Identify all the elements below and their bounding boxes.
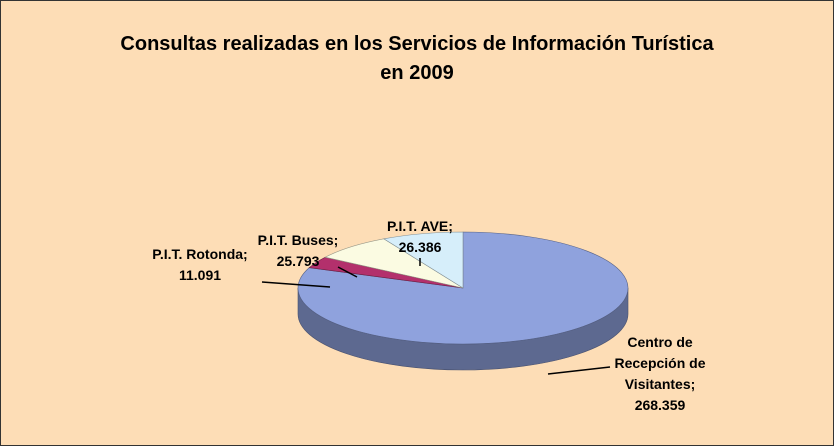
data-label: Centro de Recepción de Visitantes; 268.35…	[600, 332, 720, 416]
data-label: P.I.T. AVE; 26.386	[360, 216, 480, 258]
label-category: Centro de Recepción de Visitantes	[614, 334, 706, 392]
label-category: P.I.T. Rotonda	[152, 246, 244, 262]
label-separator: ;	[243, 246, 248, 262]
label-separator: ;	[333, 232, 339, 248]
label-separator: ;	[448, 218, 453, 234]
label-category: P.I.T. AVE	[387, 218, 449, 234]
leader-line	[261, 281, 331, 288]
label-value: 268.359	[634, 397, 686, 413]
slice	[383, 231, 464, 289]
chart-title: Consultas realizadas en los Servicios de…	[120, 33, 714, 84]
label-value: 25.793	[276, 253, 320, 269]
leader-line	[337, 266, 358, 278]
label-category: P.I.T. Buses	[257, 232, 334, 248]
data-label: P.I.T. Buses; 25.793	[238, 230, 358, 272]
data-label: P.I.T. Rotonda; 11.091	[140, 244, 260, 286]
label-value: 11.091	[178, 267, 222, 283]
leader-line	[547, 366, 611, 375]
label-value: 26.386	[398, 239, 442, 255]
label-separator: ;	[690, 376, 696, 392]
